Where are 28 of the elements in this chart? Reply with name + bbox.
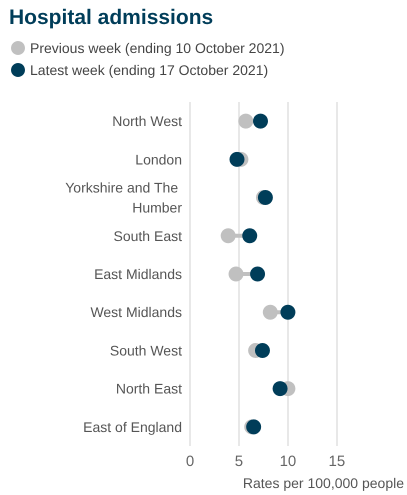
x-tick-label: 5	[234, 453, 244, 470]
x-tick-label: 15	[328, 453, 346, 470]
y-tick-label: South East	[114, 228, 182, 244]
chart-title: Hospital admissions	[9, 6, 214, 29]
y-tick-label: North West	[112, 113, 182, 130]
x-axis-title: Rates per 100,000 people	[242, 475, 404, 491]
point	[238, 114, 254, 129]
y-tick-label: East of England	[83, 418, 182, 435]
point	[250, 266, 266, 282]
legend-label: Previous week (ending 10 October 2021)	[30, 40, 284, 56]
point	[230, 152, 244, 167]
x-tick-label: 10	[280, 453, 296, 470]
point	[272, 381, 288, 396]
point	[253, 114, 268, 129]
point	[228, 266, 244, 282]
y-tick-label: Yorkshire and The Humber	[65, 180, 182, 216]
x-tick-label: 0	[186, 453, 194, 470]
point	[262, 304, 278, 320]
y-tick-label: South West	[110, 342, 182, 358]
point	[254, 342, 270, 358]
point	[280, 304, 296, 320]
y-tick-label: East Midlands	[94, 266, 182, 282]
y-tick-label: London	[135, 151, 182, 168]
legend-label: Latest week (ending 17 October 2021)	[30, 62, 268, 78]
point	[220, 228, 236, 244]
y-tick-label: North East	[116, 380, 182, 397]
y-tick-label: West Midlands	[90, 304, 182, 320]
point	[242, 228, 258, 244]
